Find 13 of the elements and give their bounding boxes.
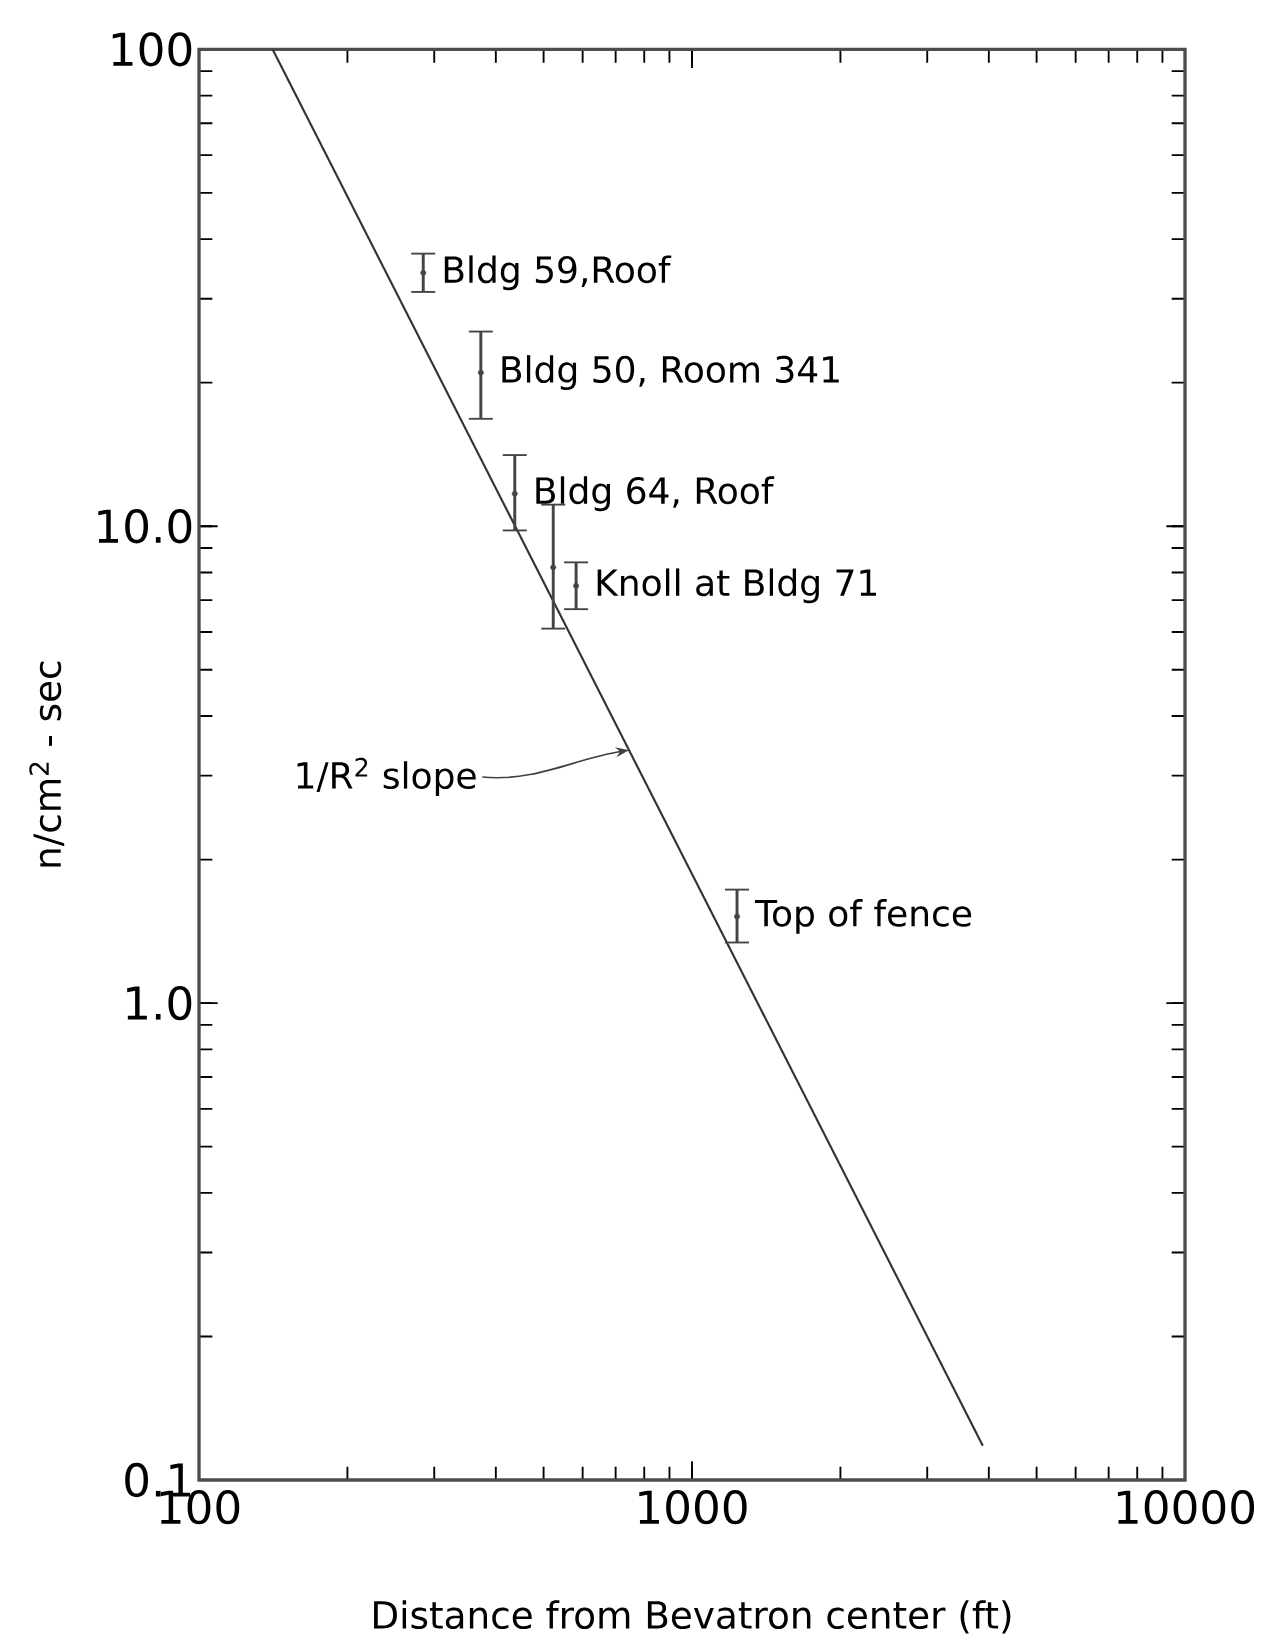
annotation: 1/R$^{2}$ slope [297,757,476,797]
annotation: Bldg 59,Roof [444,255,672,291]
x-axis-title: Distance from Bevatron center (ft) [374,1600,1011,1634]
y-tick-label: 1.0 [127,985,192,1021]
y-tick-label: 100 [112,32,192,67]
annotation: Knoll at Bldg 71 [597,568,877,604]
annotation: Bldg 64, Roof [536,476,775,512]
x-tick-label: 10000 [1117,1490,1255,1525]
annotation: Top of fence [754,898,972,934]
y-tick-label: 10.0 [98,509,192,544]
annotation: Bldg 50, Room 341 [502,355,839,390]
x-tick-label: 1000 [639,1490,747,1525]
y-axis-title: n/cm$^{2}$ - sec [29,661,65,867]
